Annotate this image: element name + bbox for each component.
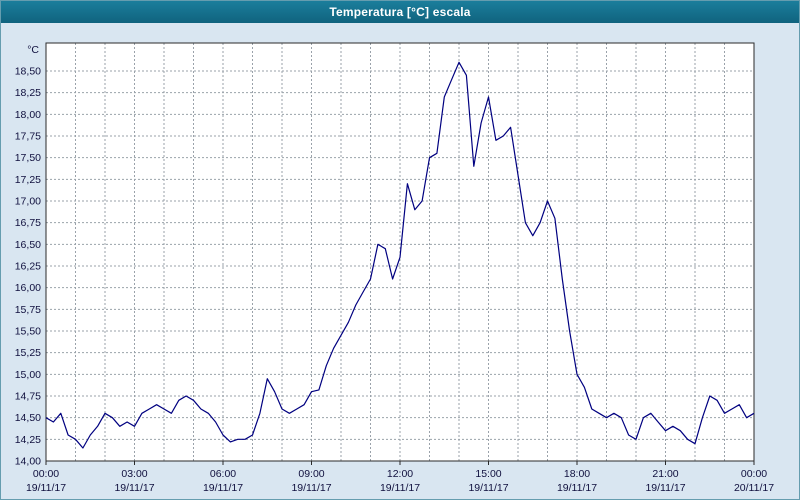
chart-area: 14,00 14,25 14,50 14,75 15,00 15,25 15,50 15,75… bbox=[1, 23, 799, 499]
svg-text:18,00: 18,00 bbox=[15, 109, 41, 121]
svg-text:20/11/17: 20/11/17 bbox=[734, 482, 774, 494]
svg-text:14,00: 14,00 bbox=[15, 456, 41, 468]
svg-text:17,25: 17,25 bbox=[15, 174, 41, 186]
svg-text:17,75: 17,75 bbox=[15, 131, 41, 143]
svg-text:00:00: 00:00 bbox=[741, 468, 767, 480]
svg-text:15,25: 15,25 bbox=[15, 347, 41, 359]
svg-text:15,00: 15,00 bbox=[15, 369, 41, 381]
svg-text:16,50: 16,50 bbox=[15, 239, 41, 251]
svg-text:15:00: 15:00 bbox=[475, 468, 501, 480]
svg-text:09:00: 09:00 bbox=[298, 468, 324, 480]
svg-text:03:00: 03:00 bbox=[121, 468, 147, 480]
svg-text:14,25: 14,25 bbox=[15, 434, 41, 446]
svg-text:19/11/17: 19/11/17 bbox=[291, 482, 331, 494]
svg-text:16,25: 16,25 bbox=[15, 261, 41, 273]
svg-text:17,50: 17,50 bbox=[15, 152, 41, 164]
temperature-line-chart: 14,00 14,25 14,50 14,75 15,00 15,25 15,50 15,75… bbox=[15, 42, 774, 494]
svg-text:21:00: 21:00 bbox=[652, 468, 678, 480]
svg-text:19/11/17: 19/11/17 bbox=[380, 482, 420, 494]
svg-text:18,50: 18,50 bbox=[15, 66, 41, 78]
svg-text:18:00: 18:00 bbox=[564, 468, 590, 480]
svg-text:19/11/17: 19/11/17 bbox=[468, 482, 508, 494]
svg-text:17,00: 17,00 bbox=[15, 196, 41, 208]
chart-title: Temperatura [°C] escala bbox=[329, 5, 471, 19]
svg-text:19/11/17: 19/11/17 bbox=[645, 482, 685, 494]
svg-text:00:00: 00:00 bbox=[33, 468, 59, 480]
svg-text:16,00: 16,00 bbox=[15, 282, 41, 294]
svg-text:19/11/17: 19/11/17 bbox=[203, 482, 243, 494]
svg-text:19/11/17: 19/11/17 bbox=[114, 482, 154, 494]
svg-text:19/11/17: 19/11/17 bbox=[557, 482, 597, 494]
svg-text:15,50: 15,50 bbox=[15, 326, 41, 338]
svg-text:14,75: 14,75 bbox=[15, 391, 41, 403]
svg-text:14,50: 14,50 bbox=[15, 412, 41, 424]
svg-text:06:00: 06:00 bbox=[210, 468, 236, 480]
svg-text:12:00: 12:00 bbox=[387, 468, 413, 480]
svg-text:15,75: 15,75 bbox=[15, 304, 41, 316]
svg-text:18,25: 18,25 bbox=[15, 87, 41, 99]
svg-text:16,75: 16,75 bbox=[15, 217, 41, 229]
svg-text:19/11/17: 19/11/17 bbox=[26, 482, 66, 494]
svg-text:°C: °C bbox=[27, 44, 39, 56]
chart-title-bar: Temperatura [°C] escala bbox=[1, 1, 799, 23]
